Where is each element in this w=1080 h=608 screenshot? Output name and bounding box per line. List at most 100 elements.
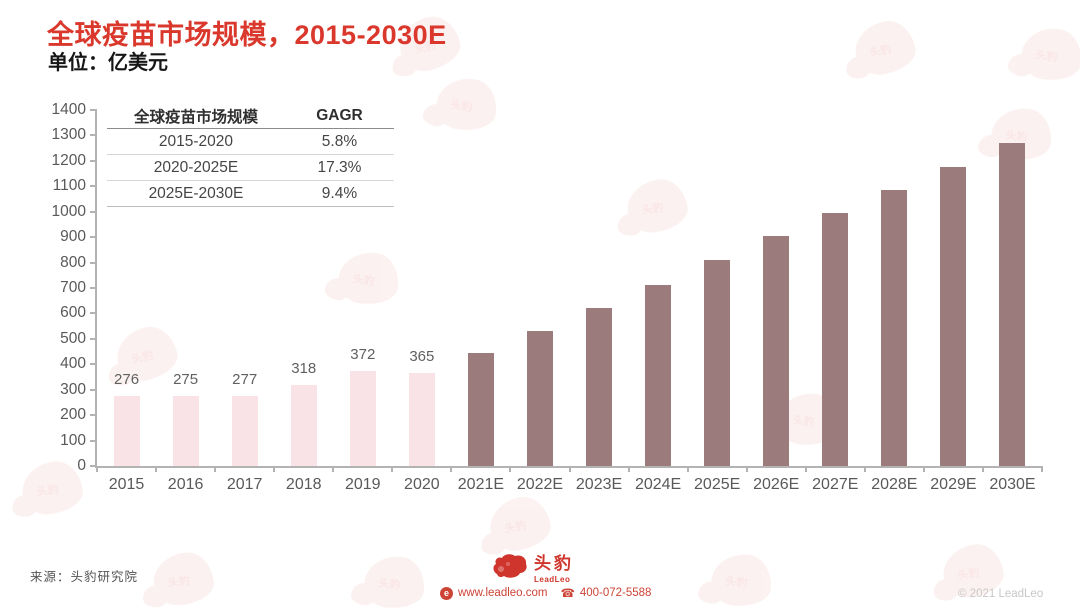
y-axis-label: 200 <box>60 406 86 424</box>
bar <box>586 308 613 466</box>
table-cell-rate: 5.8% <box>321 132 358 150</box>
y-axis-tick <box>90 337 97 340</box>
y-axis-tick <box>90 159 97 162</box>
leadleo-watermark: 头豹 <box>843 16 925 92</box>
x-axis-tick <box>745 466 748 472</box>
source-note: 来源：头豹研究院 <box>30 570 139 584</box>
table-row: 2020-2025E 17.3% <box>107 155 394 181</box>
x-axis-tick <box>804 466 807 472</box>
x-axis-label: 2021E <box>457 476 505 493</box>
phone-number: 400-072-5588 <box>579 587 652 599</box>
y-axis-label: 800 <box>60 253 86 271</box>
bar-value-label: 318 <box>291 360 317 378</box>
bar-value-label: 372 <box>350 346 376 364</box>
y-axis-label: 1200 <box>51 151 86 169</box>
bar-value-label: 277 <box>232 370 258 388</box>
leadleo-watermark: 头豹 <box>1006 23 1080 96</box>
bar <box>349 371 376 466</box>
website-url[interactable]: www.leadleo.com <box>458 587 548 599</box>
page-title: 全球疫苗市场规模，2015-2030E <box>47 20 447 50</box>
x-axis-label: 2029E <box>930 476 977 493</box>
x-axis-tick <box>568 466 571 472</box>
y-axis-tick <box>90 261 97 264</box>
x-axis-tick <box>96 466 98 472</box>
y-axis-tick <box>90 465 97 467</box>
bar <box>822 213 849 466</box>
bar <box>408 373 435 466</box>
table-row: 2015-2020 5.8% <box>107 129 394 155</box>
bar <box>113 395 140 466</box>
bar <box>231 395 258 466</box>
bar <box>704 260 731 466</box>
y-axis-tick <box>90 439 97 442</box>
y-axis-tick <box>90 210 97 213</box>
table-cell-period: 2015-2020 <box>158 132 234 150</box>
y-axis-tick <box>90 414 97 417</box>
bar <box>763 235 790 466</box>
table-header-market: 全球疫苗市场规模 <box>133 108 258 126</box>
x-axis-label: 2026E <box>753 476 800 493</box>
y-axis-label: 1000 <box>51 202 86 220</box>
bar-value-label: 276 <box>114 370 140 388</box>
bar-value-label: 365 <box>409 348 435 366</box>
x-axis-label: 2015 <box>108 476 145 493</box>
phone-icon: ☎ <box>560 588 575 600</box>
leadleo-watermark: 头豹 <box>350 552 431 608</box>
table-header-row: 全球疫苗市场规模 GAGR <box>107 103 394 129</box>
table-row: 2025E-2030E 9.4% <box>107 181 394 207</box>
y-axis-label: 0 <box>77 457 86 474</box>
table-header-cagr: GAGR <box>316 106 363 124</box>
x-axis-label: 2030E <box>989 476 1036 493</box>
x-axis-tick <box>332 466 335 472</box>
website-icon: e <box>440 586 453 600</box>
table-cell-rate: 9.4% <box>321 184 358 202</box>
y-axis-tick <box>90 109 97 111</box>
x-axis-label: 2022E <box>516 476 564 493</box>
bar <box>645 285 672 466</box>
logo-text-en: LeadLeo <box>534 575 571 584</box>
y-axis-tick <box>90 363 97 366</box>
x-axis-label: 2016 <box>167 476 204 493</box>
table-cell-period: 2025E-2030E <box>148 184 244 202</box>
leadleo-watermark: 头豹 <box>697 551 777 608</box>
footer-contact: e www.leadleo.com ☎ 400-072-5588 <box>440 586 651 600</box>
x-axis-tick <box>155 466 158 472</box>
leadleo-logo: 头豹 LeadLeo <box>491 552 574 587</box>
y-axis-tick <box>90 185 97 188</box>
bar <box>881 190 908 466</box>
x-axis-tick <box>981 466 984 472</box>
x-axis-tick <box>214 466 217 472</box>
bar <box>526 331 553 466</box>
x-axis-label: 2019 <box>344 476 381 493</box>
x-axis-tick <box>391 466 394 472</box>
x-axis-tick <box>450 466 453 472</box>
x-axis-tick <box>863 466 866 472</box>
logo-text-cn: 头豹 <box>534 554 574 573</box>
table-cell-period: 2020-2025E <box>153 158 239 176</box>
x-axis-label: 2018 <box>285 476 322 493</box>
y-axis-label: 700 <box>60 279 86 296</box>
x-axis-label: 2025E <box>694 476 741 493</box>
x-axis-label: 2027E <box>812 476 859 493</box>
bar <box>940 167 967 466</box>
bar <box>467 352 494 466</box>
cagr-table: 全球疫苗市场规模 GAGR 2015-2020 5.8% 2020-2025E … <box>107 103 394 207</box>
y-axis-label: 500 <box>60 329 86 347</box>
x-axis-tick <box>922 466 925 472</box>
bar <box>290 385 317 466</box>
x-axis-label: 2017 <box>226 476 263 493</box>
bar <box>172 396 199 466</box>
x-axis-label: 2020 <box>404 476 440 493</box>
y-axis-label: 400 <box>60 355 86 373</box>
y-axis-label: 300 <box>60 380 86 398</box>
x-axis-tick <box>627 466 630 472</box>
y-axis-label: 900 <box>60 228 86 246</box>
bar <box>999 143 1026 466</box>
bar-value-label: 275 <box>173 371 199 389</box>
x-axis-label: 2024E <box>634 476 682 493</box>
x-axis-tick <box>509 466 512 472</box>
x-axis-tick <box>1041 466 1043 472</box>
y-axis-tick <box>90 312 97 315</box>
y-axis-tick <box>90 134 97 137</box>
